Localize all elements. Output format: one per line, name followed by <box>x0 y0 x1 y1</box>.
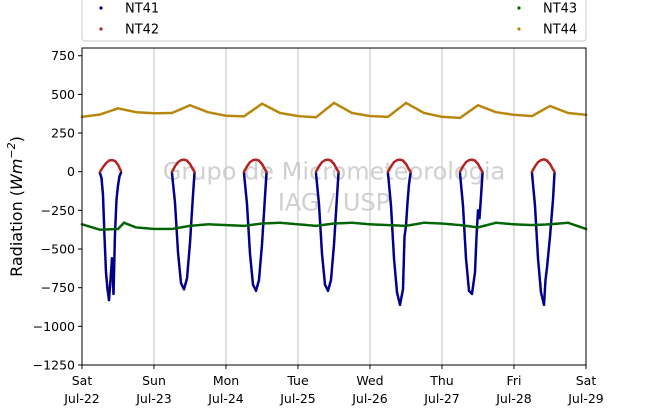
x-tick-day-label: Sat <box>72 373 93 388</box>
series-nt42 <box>98 158 556 174</box>
y-tick-label: 750 <box>51 48 75 63</box>
x-tick-date-label: Jul-22 <box>63 391 100 406</box>
data-points <box>80 101 588 306</box>
legend-label: NT42 <box>125 23 159 38</box>
x-tick-day-label: Sat <box>576 373 597 388</box>
legend: NT41 NT42 NT43 NT44 <box>81 0 587 42</box>
legend-marker <box>517 27 521 31</box>
plot-frame <box>81 47 587 366</box>
legend-marker <box>99 6 103 10</box>
series-nt44 <box>80 101 588 120</box>
watermark: Grupo de Micrometeorologia IAG / USP <box>163 157 505 216</box>
x-tick-date-label: Jul-28 <box>495 391 532 406</box>
x-tick-day-label: Sun <box>142 373 166 388</box>
legend-marker <box>99 27 103 31</box>
legend-label: NT44 <box>543 23 577 38</box>
x-tick-day-label: Tue <box>286 373 309 388</box>
data-point <box>337 170 340 174</box>
data-point <box>119 169 123 173</box>
x-tick-day-label: Mon <box>213 373 239 388</box>
y-tick-label: 500 <box>51 87 75 102</box>
y-tick-label: −250 <box>41 203 75 218</box>
series-nt41 <box>98 171 556 306</box>
y-tick-label: 250 <box>51 126 75 141</box>
y-tick-label: −1000 <box>33 319 75 334</box>
x-tick-day-label: Thu <box>429 373 453 388</box>
x-tick-date-label: Jul-26 <box>351 391 388 406</box>
watermark-line-1: Grupo de Micrometeorologia <box>163 157 505 185</box>
series-nt43 <box>80 221 588 231</box>
y-tick-label: 0 <box>67 164 75 179</box>
data-point <box>481 170 484 174</box>
legend-label: NT41 <box>125 2 159 17</box>
x-tick-date-label: Jul-25 <box>279 391 316 406</box>
legend-marker <box>517 6 521 10</box>
x-tick-date-label: Jul-29 <box>567 391 604 406</box>
data-point <box>553 170 556 174</box>
x-axis: Sat Jul-22 Sun Jul-23 Mon Jul-24 Tue Jul-25 Wed J… <box>63 365 604 406</box>
x-tick-day-label: Fri <box>507 373 522 388</box>
data-point <box>193 170 196 174</box>
x-tick-date-label: Jul-23 <box>135 391 172 406</box>
data-point <box>409 170 412 174</box>
y-axis: −1250 −1000 −750 −500 −250 0 250 500 750 <box>33 48 82 373</box>
watermark-line-2: IAG / USP <box>278 188 390 216</box>
data-point <box>265 170 268 174</box>
legend-label: NT43 <box>543 2 577 17</box>
y-tick-label: −1250 <box>33 358 75 373</box>
legend-frame <box>81 0 587 42</box>
y-axis-title: Radiation (Wm−2) <box>5 136 26 277</box>
y-tick-label: −750 <box>41 280 75 295</box>
x-tick-date-label: Jul-27 <box>423 391 460 406</box>
grid-lines <box>153 48 515 365</box>
y-tick-label: −500 <box>41 242 75 257</box>
x-tick-day-label: Wed <box>356 373 383 388</box>
x-tick-date-label: Jul-24 <box>207 391 244 406</box>
